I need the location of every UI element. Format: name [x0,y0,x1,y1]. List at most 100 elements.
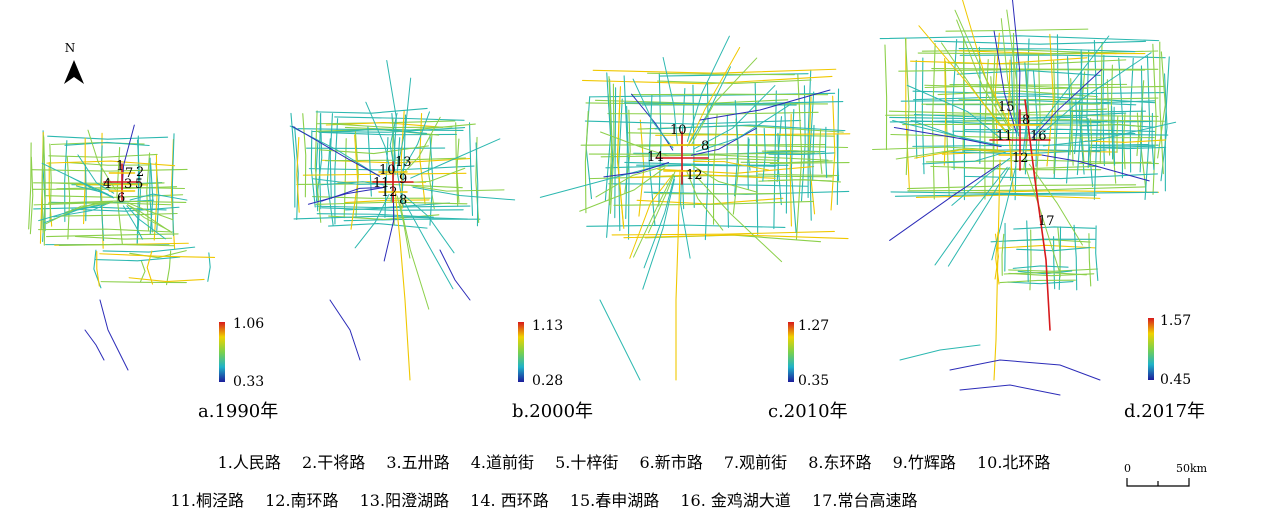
road-segment [892,120,1002,147]
road-segment [307,187,383,205]
road-segment [1071,108,1074,166]
road-label: 12 [686,168,703,183]
road-segment [129,250,187,259]
road-segment [102,246,196,253]
road-segment [1099,42,1103,164]
road-segment [690,127,758,156]
road-segment [696,103,792,153]
road-segment [907,186,1147,192]
road-segment [694,158,780,161]
road-segment [768,152,835,155]
road-label: 16 [1030,129,1047,144]
road-segment [1097,123,1142,128]
road-segment [952,130,1136,135]
road-segment [47,200,187,204]
road-segment [43,137,46,246]
road-segment [819,128,823,175]
road-segment [1118,57,1124,179]
road-list-item: 17.常台高速路 [812,491,918,510]
road-segment [931,43,936,200]
road-segment [1152,43,1157,195]
road-segment [329,113,334,200]
road-list-item: 10.北环路 [976,453,1051,472]
road-segment [1012,0,1021,127]
road-list-item: 1.人民路 [217,453,281,472]
road-segment [585,96,593,200]
road-segment [1088,118,1093,167]
road-segment [1026,220,1029,283]
road-segment [171,133,175,236]
road-segment [893,127,1002,148]
road-segment [33,182,144,185]
road-segment [643,175,676,269]
road-segment [321,158,471,164]
road-segment [403,200,454,290]
road-label: 4 [103,177,111,192]
road-list-item: 6.新市路 [639,453,703,472]
road-segment [1129,57,1134,173]
road-labels-1990: 1 7 2 4 3 5 6 [103,159,144,206]
road-segment [53,202,111,218]
road-segment [924,84,1165,90]
road-segment [963,173,1158,180]
road-label: 9 [399,172,407,187]
road-segment [767,179,841,183]
road-segment [991,165,1017,261]
road-segment [631,93,674,151]
road-label: 8 [1022,113,1030,128]
road-segment [455,122,459,207]
road-list-item: 11.桐泾路 [170,491,244,510]
road-segment [354,193,390,249]
road-segment [910,57,1088,65]
legend-max: 1.06 [233,316,264,332]
road-list-item: 16. 金鸡湖大道 [680,491,791,510]
scale-end: 50km [1176,462,1208,475]
road-segment [1022,62,1029,153]
road-segment [1038,154,1150,182]
road-segment [685,170,724,231]
road-segment [662,56,678,146]
road-segment [879,35,1160,42]
road-segment [618,98,623,232]
road-segment [344,199,430,204]
road-segment [836,134,840,181]
road-segment [1006,9,1019,130]
road-segment [302,113,307,198]
road-segment [1008,268,1099,272]
road-label: 17 [1038,214,1055,229]
road-label: 8 [701,139,709,154]
road-labels-2000: 10 13 9 11 12 8 [373,155,412,208]
road-segment [66,161,150,166]
road-list-item: 9.竹辉路 [892,453,956,472]
road-segment [126,204,171,232]
legend-colorbar [518,322,524,382]
road-segment [84,329,105,361]
road-segment [579,167,666,212]
scale-start: 0 [1124,462,1131,475]
road-segment [912,90,1166,95]
road-segment [399,111,430,175]
road-segment [761,150,820,153]
road-segment [43,202,110,224]
road-network-2010 [539,35,851,381]
road-list-row-1: 1.人民路 2.干将路 3.五卅路 4.道前街 5.十梓街 6.新市路 7.观前… [0,449,1268,473]
road-label: 5 [135,177,143,192]
road-segment [99,299,129,371]
road-label: 8 [399,193,407,208]
legend-min: 0.33 [233,374,264,390]
road-segment [769,161,850,164]
road-segment [995,244,1096,249]
road-segment [1102,54,1105,167]
road-segment [1164,56,1170,192]
road-segment [96,251,100,287]
road-segment [1053,34,1059,179]
caption-2010: c.2010年 [768,401,848,422]
road-segment [922,151,1006,165]
legend-max: 1.27 [798,318,829,334]
road-segment [999,279,1076,284]
road-segment [320,181,385,186]
road-segment [947,166,1010,267]
road-segment [872,146,999,151]
legend-min: 0.45 [1160,372,1191,388]
road-segment [704,81,710,241]
